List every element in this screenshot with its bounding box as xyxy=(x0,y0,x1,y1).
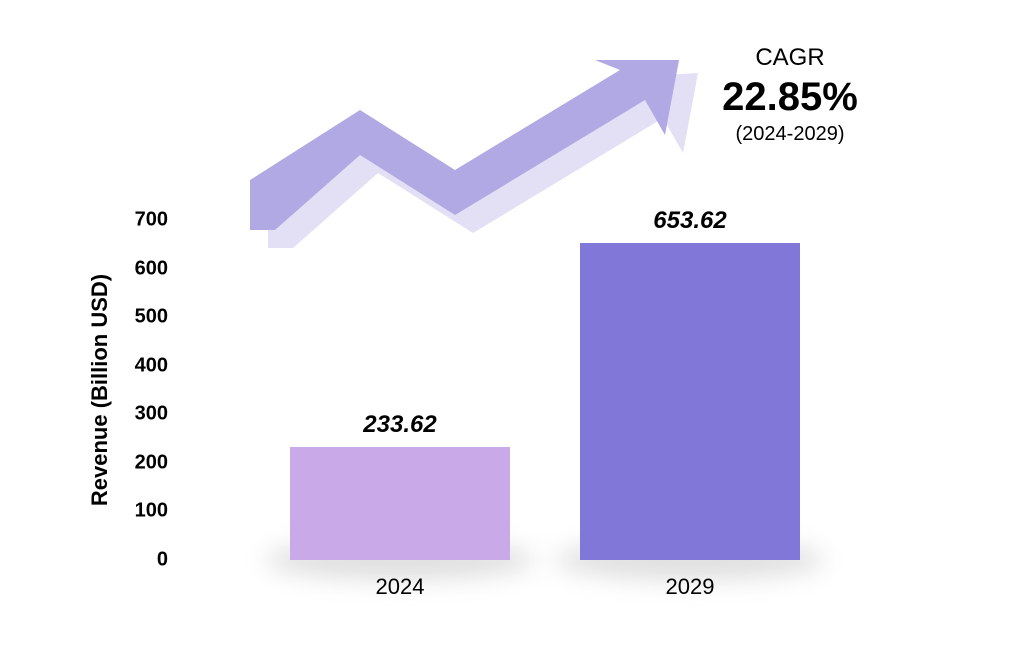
y-tick-label: 400 xyxy=(135,354,168,377)
y-tick-label: 0 xyxy=(157,549,168,572)
y-tick-label: 700 xyxy=(135,209,168,232)
bar xyxy=(580,243,800,560)
bar-value-label: 653.62 xyxy=(580,207,800,235)
y-tick-label: 300 xyxy=(135,403,168,426)
y-axis-label: Revenue (Billion USD) xyxy=(87,274,113,506)
y-tick-label: 600 xyxy=(135,257,168,280)
cagr-value: 22.85% xyxy=(660,75,920,119)
y-tick-label: 200 xyxy=(135,451,168,474)
x-tick-label: 2029 xyxy=(666,574,715,600)
cagr-label: CAGR xyxy=(660,45,920,71)
cagr-period: (2024-2029) xyxy=(660,123,920,145)
y-tick-label: 500 xyxy=(135,306,168,329)
arrow-front xyxy=(250,60,680,230)
y-tick-label: 100 xyxy=(135,500,168,523)
bar-value-label: 233.62 xyxy=(290,411,510,439)
bar xyxy=(290,447,510,560)
cagr-block: CAGR 22.85% (2024-2029) xyxy=(660,45,920,145)
x-tick-label: 2024 xyxy=(376,574,425,600)
chart-plot-area: 0100200300400500600700233.622024653.6220… xyxy=(180,220,880,560)
